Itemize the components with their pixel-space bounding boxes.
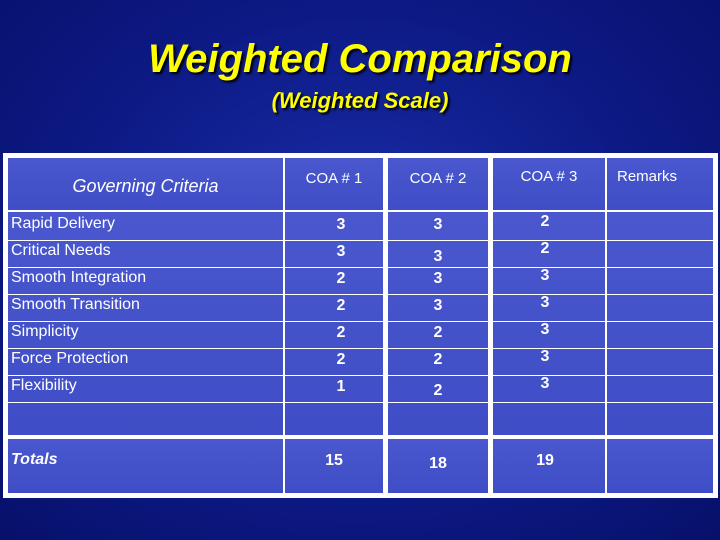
remarks-cell [607, 349, 713, 373]
row-divider [8, 294, 713, 295]
remarks-cell [607, 241, 713, 265]
criterion-label: Force Protection [11, 350, 129, 367]
slide-title: Weighted Comparison [148, 37, 572, 81]
header-governing-criteria-label: Governing Criteria [72, 176, 219, 196]
header-coa-3: COA # 3 [493, 158, 605, 210]
header-remarks-label: Remarks [617, 168, 678, 185]
coa-3-score: 2 [540, 213, 550, 230]
coa-3-score: 3 [540, 375, 550, 392]
totals-coa-3: 19 [536, 452, 554, 469]
totals-coa-1-cell: 15 [285, 439, 383, 493]
body-remarks-column [607, 212, 713, 435]
criterion-label: Smooth Integration [11, 269, 147, 286]
coa-3-score [493, 404, 605, 432]
row-divider [8, 321, 713, 322]
coa-1-score: 2 [336, 297, 346, 314]
criterion-label: Smooth Transition [11, 296, 140, 313]
remarks-cell [607, 404, 713, 432]
totals-remarks-cell [607, 439, 713, 493]
coa-1-score: 2 [336, 324, 346, 341]
coa-2-score: 3 [433, 297, 443, 314]
body-criteria-column [8, 212, 283, 435]
remarks-cell [607, 295, 713, 319]
row-divider [8, 240, 713, 241]
criterion-label [8, 404, 283, 432]
remarks-cell [607, 214, 713, 238]
header-coa-3-label: COA # 3 [520, 168, 578, 185]
criterion-label: Flexibility [11, 377, 77, 394]
body-coa-3-column [493, 212, 605, 435]
coa-3-score: 3 [540, 321, 550, 338]
row-divider [8, 375, 713, 376]
coa-2-score: 3 [433, 270, 443, 287]
coa-1-score: 2 [336, 351, 346, 368]
remarks-cell [607, 268, 713, 292]
header-coa-1: COA # 1 [285, 158, 383, 210]
coa-3-score: 3 [540, 267, 550, 284]
header-coa-2: COA # 2 [388, 158, 488, 210]
totals-coa-3-cell: 19 [493, 439, 605, 493]
slide-subtitle: (Weighted Scale) [271, 88, 449, 113]
coa-2-score: 2 [433, 324, 443, 341]
totals-coa-2: 18 [429, 455, 447, 472]
coa-2-score: 2 [433, 382, 443, 399]
criterion-label: Simplicity [11, 323, 79, 340]
coa-3-score: 3 [540, 294, 550, 311]
coa-2-score: 3 [433, 248, 443, 265]
row-divider [8, 267, 713, 268]
totals-label-cell: Totals [8, 439, 283, 493]
coa-1-score: 3 [336, 243, 346, 260]
coa-1-score: 2 [336, 270, 346, 287]
body-coa-2-column [388, 212, 488, 435]
row-divider [8, 402, 713, 403]
remarks-cell [607, 376, 713, 400]
coa-1-score: 1 [336, 378, 346, 395]
coa-1-score: 3 [336, 216, 346, 233]
coa-3-score: 2 [540, 240, 550, 257]
coa-3-score: 3 [540, 348, 550, 365]
remarks-cell [607, 322, 713, 346]
header-coa-2-label: COA # 2 [409, 170, 467, 187]
criterion-label: Critical Needs [11, 242, 111, 259]
body-coa-1-column [285, 212, 383, 435]
totals-label: Totals [11, 451, 58, 468]
row-divider [8, 348, 713, 349]
header-remarks: Remarks [607, 158, 713, 210]
coa-2-score: 2 [433, 351, 443, 368]
totals-coa-2-cell: 18 [388, 439, 488, 493]
coa-2-score [388, 404, 488, 432]
coa-1-score [285, 404, 383, 432]
weighted-comparison-table: Governing Criteria COA # 1 COA # 2 COA #… [3, 153, 718, 498]
header-governing-criteria: Governing Criteria [8, 158, 283, 210]
coa-2-score: 3 [433, 216, 443, 233]
totals-coa-1: 15 [325, 452, 343, 469]
header-coa-1-label: COA # 1 [305, 170, 363, 187]
criterion-label: Rapid Delivery [11, 215, 116, 232]
